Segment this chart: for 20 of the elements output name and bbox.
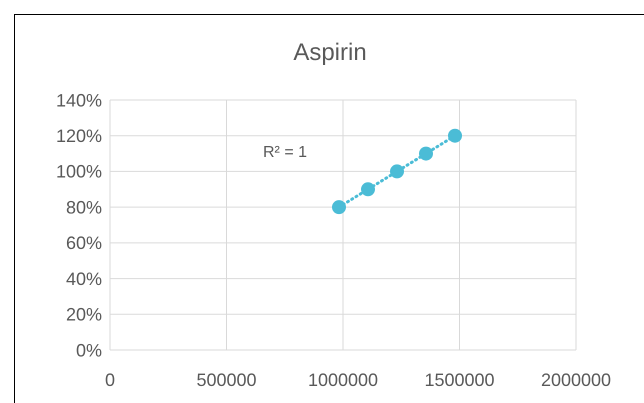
point [361,182,375,196]
y-tick-label: 120% [56,126,102,146]
y-tick-label: 60% [66,233,102,254]
y-tick-label: 0% [76,340,102,360]
y-tick-label: 40% [66,268,102,289]
y-tick-label: 100% [56,162,102,182]
chart-title: Aspirin [293,39,367,66]
point [390,164,404,178]
x-tick-label: 1000000 [308,370,378,390]
point [332,200,346,214]
y-tick-label: 20% [66,304,102,325]
point [418,146,433,161]
y-tick-label: 80% [66,197,102,218]
y-tick-label: 140% [56,90,102,110]
x-tick-label: 2000000 [540,370,612,390]
x-tick-label: 500000 [196,370,257,390]
point [448,128,462,143]
x-tick-label: 0 [104,370,116,390]
x-tick-label: 1500000 [424,370,495,390]
annotation: R² = 1 [262,144,308,161]
